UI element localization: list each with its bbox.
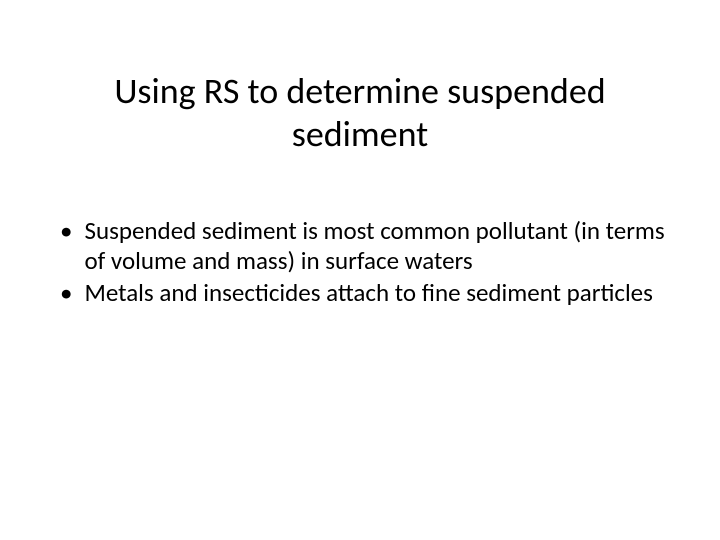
bullet-item: • Metals and insecticides attach to fine… xyxy=(60,278,670,308)
bullet-marker-icon: • xyxy=(60,216,72,246)
bullet-text: Suspended sediment is most common pollut… xyxy=(84,216,670,276)
bullet-list: • Suspended sediment is most common poll… xyxy=(50,216,670,310)
slide-container: Using RS to determine suspended sediment… xyxy=(0,0,720,540)
bullet-marker-icon: • xyxy=(60,278,72,308)
bullet-item: • Suspended sediment is most common poll… xyxy=(60,216,670,276)
slide-title: Using RS to determine suspended sediment xyxy=(50,70,670,156)
bullet-text: Metals and insecticides attach to fine s… xyxy=(84,278,670,308)
